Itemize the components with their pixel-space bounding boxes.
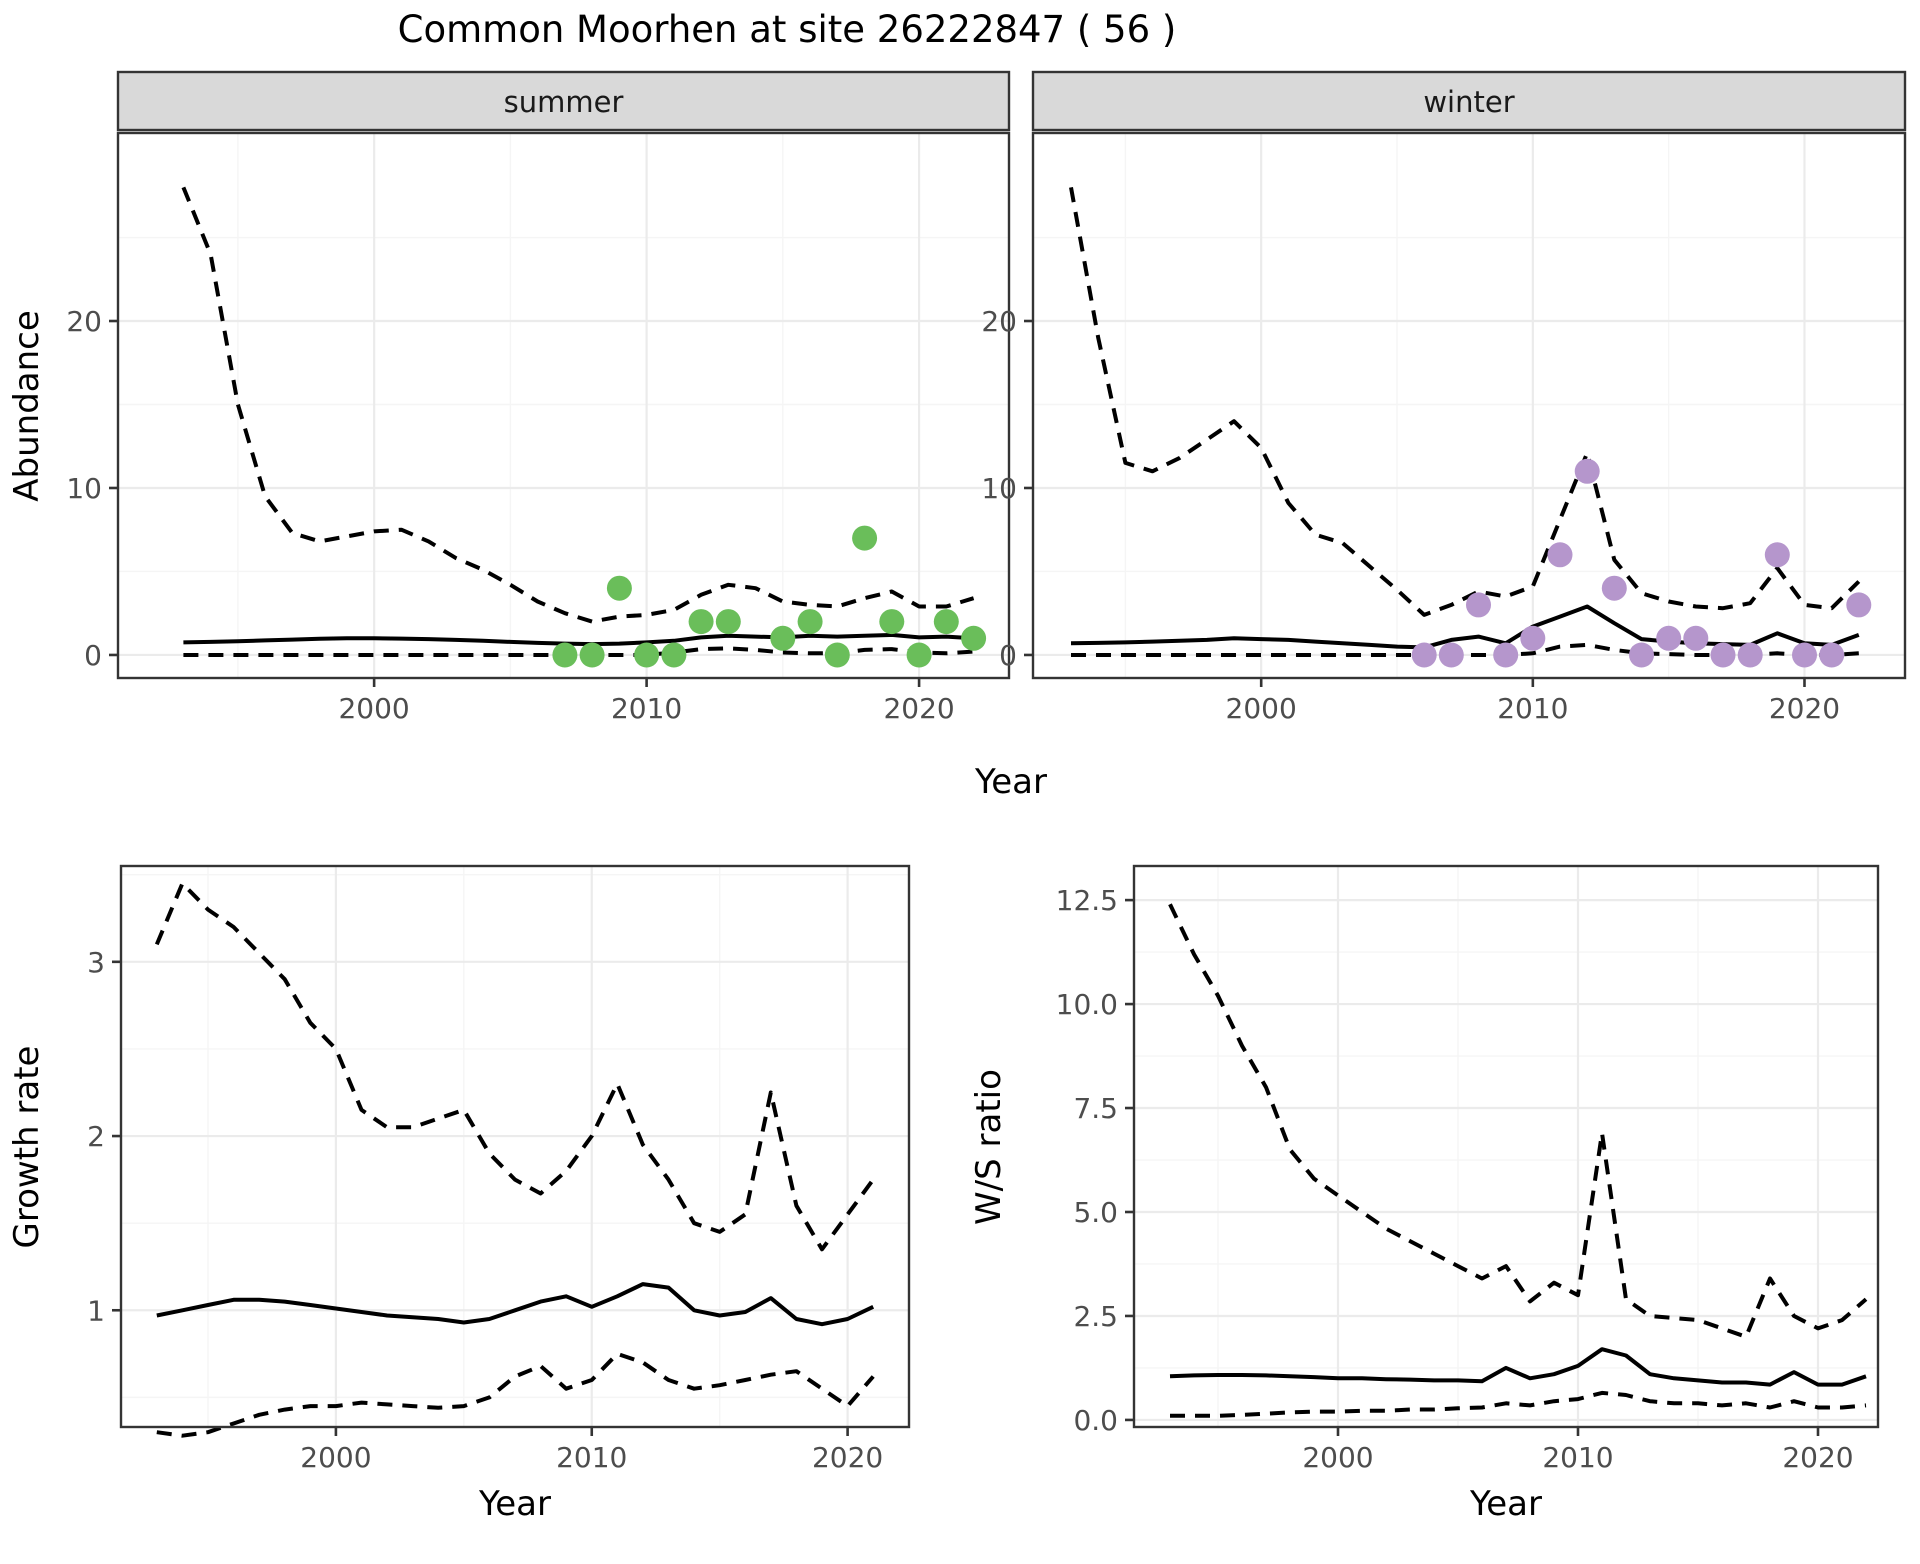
panel-border bbox=[116, 131, 1011, 680]
chart-title: Common Moorhen at site 26222847 ( 56 ) bbox=[398, 8, 1177, 51]
observed-count-marker bbox=[552, 642, 578, 668]
panel-border bbox=[1031, 131, 1907, 680]
series-lower-95ci-line bbox=[1170, 1390, 1867, 1418]
observed-count-marker bbox=[1466, 592, 1491, 618]
y-tick-label: 0 bbox=[84, 639, 102, 672]
observed-count-marker bbox=[852, 525, 878, 551]
x-axis-title: Year bbox=[974, 762, 1047, 802]
observed-count-marker bbox=[606, 575, 632, 601]
panel-background bbox=[1033, 133, 1905, 678]
facet-label: summer bbox=[504, 85, 624, 119]
y-tick-label: 2 bbox=[87, 1120, 105, 1153]
observed-count-marker bbox=[715, 609, 741, 635]
series-upper-95ci-line bbox=[1168, 903, 1868, 1339]
observed-count-marker bbox=[1547, 542, 1573, 568]
panel-background bbox=[1134, 866, 1878, 1427]
observed-count-marker bbox=[933, 609, 959, 635]
series-median-line bbox=[156, 1282, 875, 1327]
y-tick-label: 7.5 bbox=[1073, 1092, 1118, 1125]
observed-count-marker bbox=[1656, 625, 1682, 651]
observed-count-marker bbox=[634, 642, 660, 668]
observed-count-marker bbox=[879, 609, 905, 635]
y-axis-title: Abundance bbox=[7, 310, 47, 502]
observed-count-marker bbox=[1683, 625, 1709, 651]
observed-count-marker bbox=[1493, 642, 1519, 668]
panel-background bbox=[121, 866, 909, 1427]
observed-count-marker bbox=[1846, 592, 1872, 618]
x-tick-label: 2020 bbox=[883, 692, 954, 725]
panel-border bbox=[1132, 864, 1880, 1429]
observed-count-marker bbox=[1737, 642, 1763, 668]
y-tick-label: 0 bbox=[999, 639, 1017, 672]
observed-count-marker bbox=[1438, 642, 1464, 668]
panel-background bbox=[118, 133, 1009, 678]
observed-count-marker bbox=[1601, 575, 1627, 601]
observed-count-marker bbox=[1574, 458, 1600, 484]
y-tick-label: 10.0 bbox=[1056, 988, 1118, 1021]
x-tick-label: 2020 bbox=[812, 1441, 883, 1474]
y-axis-title: W/S ratio bbox=[969, 1069, 1009, 1225]
y-axis-title: Growth rate bbox=[7, 1046, 47, 1249]
observed-count-marker bbox=[661, 642, 687, 668]
facet-strip bbox=[116, 70, 1011, 132]
observed-count-marker bbox=[824, 642, 850, 668]
y-tick-label: 1 bbox=[87, 1294, 105, 1327]
x-tick-label: 2000 bbox=[338, 692, 409, 725]
x-tick-label: 2010 bbox=[556, 1441, 627, 1474]
x-tick-label: 2020 bbox=[1769, 692, 1840, 725]
observed-count-marker bbox=[1819, 642, 1845, 668]
panel-ws-ratio: 2000 2010 2020 0.0 2.5 5.0 7.5 10.0 12.5 W/S rati… bbox=[969, 864, 1880, 1524]
y-tick-label: 12.5 bbox=[1056, 884, 1118, 917]
facet-strip bbox=[1031, 70, 1907, 132]
x-tick-label: 2000 bbox=[1302, 1441, 1373, 1474]
panel-border bbox=[119, 864, 911, 1429]
observed-count-marker bbox=[1520, 625, 1546, 651]
y-tick-label: 20 bbox=[66, 305, 102, 338]
y-tick-label: 3 bbox=[87, 946, 105, 979]
observed-count-marker bbox=[1629, 642, 1654, 668]
x-axis-title: Year bbox=[1469, 1484, 1542, 1524]
observed-count-marker bbox=[1710, 642, 1736, 668]
observed-counts bbox=[552, 525, 987, 668]
x-tick-label: 2010 bbox=[1542, 1441, 1613, 1474]
observed-count-marker bbox=[1792, 642, 1817, 668]
observed-count-marker bbox=[770, 625, 796, 651]
y-tick-label: 2.5 bbox=[1073, 1300, 1118, 1333]
observed-count-marker bbox=[961, 625, 987, 651]
panel-abundance-winter: 2000 2010 2020 0 10 20 winter Year bbox=[974, 70, 1907, 802]
y-tick-label: 10 bbox=[66, 472, 102, 505]
observed-count-marker bbox=[688, 609, 714, 635]
x-tick-label: 2020 bbox=[1782, 1441, 1853, 1474]
y-tick-label: 5.0 bbox=[1073, 1196, 1118, 1229]
x-tick-label: 2010 bbox=[611, 692, 682, 725]
observed-count-marker bbox=[797, 609, 823, 635]
observed-count-marker bbox=[1764, 542, 1790, 568]
series-median-line bbox=[1169, 1347, 1867, 1387]
x-tick-label: 2000 bbox=[1226, 692, 1297, 725]
panel-growth-rate: 2000 2010 2020 1 2 3 Growth rate Year bbox=[7, 864, 911, 1524]
y-tick-label: 10 bbox=[981, 472, 1017, 505]
x-axis-title: Year bbox=[478, 1484, 551, 1524]
observed-counts bbox=[1411, 458, 1872, 668]
series-upper-95ci-line bbox=[1069, 187, 1861, 617]
x-tick-label: 2010 bbox=[1497, 692, 1568, 725]
series-median-line bbox=[183, 632, 974, 647]
panel-abundance-summer: 2000 2010 2020 0 10 20 summer Abundance bbox=[7, 70, 1011, 725]
observed-count-marker bbox=[1411, 642, 1437, 668]
x-tick-label: 2000 bbox=[300, 1441, 371, 1474]
y-tick-label: 0.0 bbox=[1073, 1404, 1118, 1437]
series-upper-95ci-line bbox=[181, 186, 975, 624]
observed-count-marker bbox=[579, 642, 605, 668]
y-tick-label: 20 bbox=[981, 305, 1017, 338]
series-upper-95ci-line bbox=[154, 881, 875, 1252]
observed-count-marker bbox=[906, 642, 932, 668]
facet-label: winter bbox=[1423, 85, 1514, 119]
